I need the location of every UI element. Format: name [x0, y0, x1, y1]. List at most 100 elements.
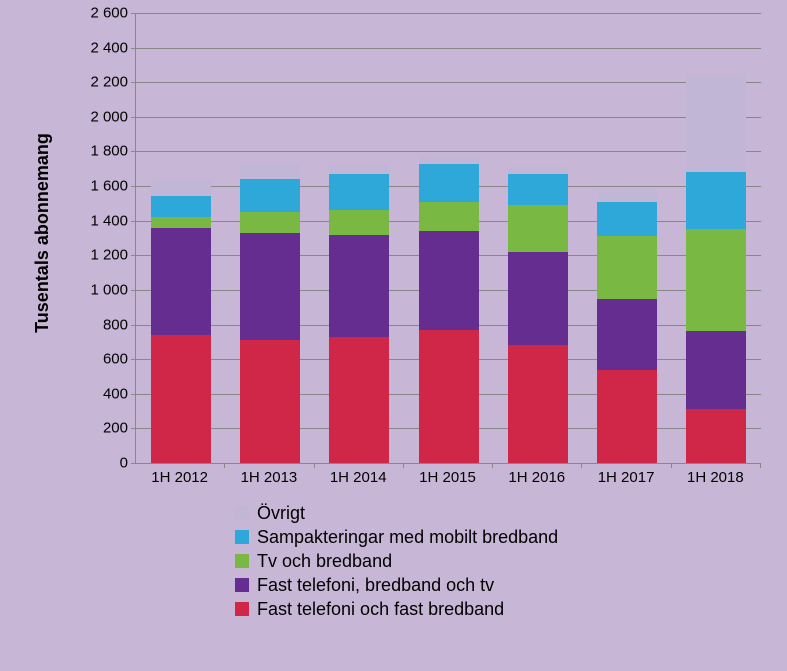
y-tick-label: 1 600: [72, 179, 128, 194]
legend-label: Övrigt: [257, 503, 305, 523]
bar-segment-s1: [686, 409, 746, 463]
y-tick-label: 0: [72, 456, 128, 471]
x-tick-label: 1H 2015: [408, 469, 488, 486]
bar-segment-s1: [329, 337, 389, 463]
y-tick-mark: [131, 221, 136, 222]
y-tick-label: 600: [72, 352, 128, 367]
y-tick-mark: [131, 117, 136, 118]
y-tick-label: 1 000: [72, 282, 128, 297]
y-tick-label: 200: [72, 421, 128, 436]
bar-segment-s5: [329, 164, 389, 174]
bar-segment-s2: [419, 231, 479, 330]
bar-segment-s3: [597, 236, 657, 298]
legend-label: Fast telefoni och fast bredband: [257, 599, 504, 619]
bar-segment-s3: [240, 212, 300, 233]
bar-segment-s1: [508, 345, 568, 463]
bar-segment-s2: [597, 299, 657, 370]
x-tick-label: 1H 2017: [586, 469, 666, 486]
bar-segment-s5: [508, 167, 568, 174]
legend-label: Fast telefoni, bredband och tv: [257, 575, 494, 595]
y-tick-mark: [131, 325, 136, 326]
y-tick-label: 1 200: [72, 248, 128, 263]
bar-segment-s1: [419, 330, 479, 463]
y-tick-mark: [131, 290, 136, 291]
bar-segment-s5: [597, 191, 657, 201]
bar-segment-s4: [151, 196, 211, 217]
y-tick-mark: [131, 13, 136, 14]
bar-segment-s4: [419, 164, 479, 202]
gridline: [136, 151, 761, 152]
legend-swatch: [235, 530, 249, 544]
bar-segment-s2: [240, 233, 300, 340]
plot-area: Tusentals abonnemang 02004006008001 0001…: [30, 13, 770, 463]
y-tick-label: 2 000: [72, 109, 128, 124]
gridline: [136, 117, 761, 118]
x-axis: 1H 2012 1H 2013 1H 2014 1H 2015 1H 2016 1H 20…: [135, 469, 760, 493]
legend-swatch: [235, 602, 249, 616]
legend-swatch: [235, 554, 249, 568]
y-tick-mark: [131, 186, 136, 187]
y-tick-label: 400: [72, 386, 128, 401]
legend-item: Fast telefoni och fast bredband: [235, 599, 558, 619]
bar-segment-s2: [686, 331, 746, 409]
plot: [135, 13, 761, 464]
x-tick-label: 1H 2016: [497, 469, 577, 486]
x-tick-label: 1H 2012: [140, 469, 220, 486]
chart-container: Tusentals abonnemang 0 200 400 600 800 1 000 1…: [10, 8, 777, 663]
legend-swatch: [235, 578, 249, 592]
y-tick-label: 1 400: [72, 213, 128, 228]
bar-segment-s1: [151, 335, 211, 463]
bar-segment-s2: [329, 235, 389, 337]
y-tick-label: 1 800: [72, 144, 128, 159]
legend-swatch: [235, 506, 249, 520]
x-tick-mark: [224, 463, 225, 468]
bar-segment-s3: [329, 210, 389, 234]
x-tick-mark: [403, 463, 404, 468]
legend-label: Tv och bredband: [257, 551, 392, 571]
bar-segment-s2: [151, 228, 211, 335]
x-tick-mark: [492, 463, 493, 468]
y-tick-label: 800: [72, 317, 128, 332]
y-tick-label: 2 600: [72, 6, 128, 21]
y-tick-mark: [131, 255, 136, 256]
legend-item: Övrigt: [235, 503, 558, 523]
x-tick-mark: [671, 463, 672, 468]
y-tick-mark: [131, 151, 136, 152]
bar-segment-s4: [329, 174, 389, 210]
y-tick-mark: [131, 359, 136, 360]
x-tick-mark: [760, 463, 761, 468]
legend-item: Tv och bredband: [235, 551, 558, 571]
gridline: [136, 82, 761, 83]
x-tick-label: 1H 2018: [675, 469, 755, 486]
y-axis: 02004006008001 0001 2001 4001 6001 8002 …: [72, 13, 132, 463]
bar-segment-s5: [419, 157, 479, 164]
legend-item: Fast telefoni, bredband och tv: [235, 575, 558, 595]
y-tick-label: 2 400: [72, 40, 128, 55]
x-tick-mark: [314, 463, 315, 468]
bar-segment-s3: [419, 202, 479, 231]
bar-segment-s5: [240, 164, 300, 180]
bar-segment-s1: [597, 370, 657, 463]
y-tick-mark: [131, 48, 136, 49]
y-axis-label: Tusentals abonnemang: [32, 83, 53, 383]
x-tick-label: 1H 2013: [229, 469, 309, 486]
x-tick-mark: [581, 463, 582, 468]
legend-label: Sampakteringar med mobilt bredband: [257, 527, 558, 547]
bar-segment-s4: [240, 179, 300, 212]
x-tick-label: 1H 2014: [318, 469, 398, 486]
gridline: [136, 48, 761, 49]
bar-segment-s3: [686, 229, 746, 331]
bar-segment-s2: [508, 252, 568, 345]
bar-segment-s4: [686, 172, 746, 229]
bar-segment-s3: [508, 205, 568, 252]
y-tick-mark: [131, 463, 136, 464]
y-tick-label: 2 200: [72, 75, 128, 90]
bar-segment-s4: [597, 202, 657, 237]
bar-segment-s1: [240, 340, 300, 463]
bar-segment-s5: [686, 75, 746, 172]
bar-segment-s3: [151, 217, 211, 227]
y-tick-mark: [131, 82, 136, 83]
y-tick-mark: [131, 428, 136, 429]
bar-segment-s5: [151, 179, 211, 196]
y-tick-mark: [131, 394, 136, 395]
